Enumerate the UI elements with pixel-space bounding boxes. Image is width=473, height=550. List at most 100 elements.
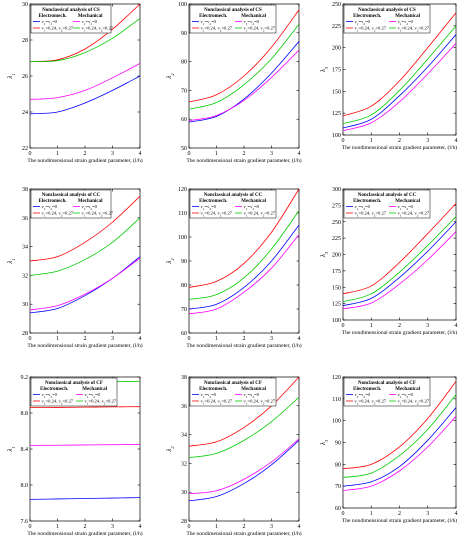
y-tick-label: 8.4 xyxy=(21,447,29,453)
legend-entry: v1=0.24, v2=0.27 xyxy=(42,399,74,406)
series-line-3 xyxy=(342,381,457,470)
legend-entry: v1=0.24, v2=0.27 xyxy=(42,211,74,218)
y-tick-label: 175 xyxy=(332,68,341,74)
legend-box xyxy=(30,4,112,34)
legend-col-mechanical: Mechanical xyxy=(395,199,420,204)
legend-entry: v1=0.24, v2=0.27 xyxy=(42,26,74,33)
x-tick-label: 4 xyxy=(298,151,301,157)
x-tick-label: 2 xyxy=(243,151,246,157)
legend-title: Nonclassical analysis of CF xyxy=(45,381,103,386)
x-axis-label: The nondimensional strain gradient param… xyxy=(186,342,301,349)
y-axis-label: λ2 xyxy=(165,258,175,265)
x-tick-label: 0 xyxy=(29,336,32,342)
x-tick-label: 2 xyxy=(84,151,87,157)
series-line-2 xyxy=(342,231,457,310)
x-tick-label: 3 xyxy=(270,524,273,530)
y-tick-label: 125 xyxy=(332,111,341,117)
legend-entry: v1=v2=0 xyxy=(244,392,260,399)
chart-panel-2: 0 1 2 3 4 50 60 70 80 90 100 The nondimensional str… xyxy=(165,2,302,164)
legend-box xyxy=(343,189,431,219)
series-line-2 xyxy=(188,49,300,122)
y-tick-label: 30 xyxy=(22,302,28,308)
y-axis-label: λ3 xyxy=(319,66,329,73)
legend-entry: v1=v2=0 xyxy=(398,392,414,399)
legend-entry: v1=v2=0 xyxy=(244,204,260,211)
x-axis-label: The nondimensional strain gradient param… xyxy=(27,342,142,349)
y-tick-label: 200 xyxy=(332,46,341,52)
y-tick-label: 70 xyxy=(181,88,187,94)
legend-col-electromech: Electromech. xyxy=(199,14,228,19)
y-tick-label: 110 xyxy=(332,397,341,403)
x-tick-label: 4 xyxy=(455,323,458,329)
y-tick-label: 100 xyxy=(332,318,341,324)
x-axis-label: The nondimensional strain gradient param… xyxy=(342,517,457,524)
y-tick-label: 100 xyxy=(178,2,187,8)
x-tick-label: 3 xyxy=(111,336,114,342)
x-tick-label: 2 xyxy=(398,138,401,144)
x-axis-label: The nondimensional strain gradient param… xyxy=(342,329,457,336)
y-tick-label: 36 xyxy=(22,216,28,222)
x-axis-label: The nondimensional strain gradient param… xyxy=(27,530,142,537)
legend-title: Nonclassical analysis of CF xyxy=(204,381,262,386)
series-line-3 xyxy=(29,406,141,408)
x-tick-label: 4 xyxy=(455,138,458,144)
y-tick-label: 38 xyxy=(22,187,28,193)
series-line-4 xyxy=(342,394,457,478)
x-tick-label: 3 xyxy=(111,151,114,157)
y-tick-label: 120 xyxy=(178,187,187,193)
y-tick-label: 60 xyxy=(181,331,187,337)
x-tick-label: 0 xyxy=(29,151,32,157)
y-tick-label: 22 xyxy=(22,146,28,152)
series-line-1 xyxy=(188,224,300,310)
x-tick-label: 3 xyxy=(270,336,273,342)
y-axis-label: λ1 xyxy=(6,73,16,79)
legend-box xyxy=(189,189,277,219)
y-tick-label: 30 xyxy=(22,2,28,8)
legend-title: Nonclassical analysis of CF xyxy=(358,381,416,386)
series-line-4 xyxy=(29,18,141,63)
x-tick-label: 0 xyxy=(342,511,345,517)
y-axis-label: λ1 xyxy=(6,258,16,264)
chart-panel-5: 0 1 2 3 4 60 70 80 90 100 110 120 The nondimensional… xyxy=(165,187,302,349)
chart-panel-1: 0 1 2 3 4 22 24 26 28 30 The nondimensional strain… xyxy=(6,2,143,164)
x-tick-label: 4 xyxy=(455,511,458,517)
x-tick-label: 3 xyxy=(111,524,114,530)
y-tick-label: 250 xyxy=(332,220,341,226)
y-axis-label: λ2 xyxy=(165,446,175,453)
legend-col-mechanical: Mechanical xyxy=(241,199,266,204)
series-line-3 xyxy=(342,203,457,295)
y-tick-label: 36 xyxy=(181,404,187,410)
x-tick-label: 3 xyxy=(426,138,429,144)
legend-title: Nonclassical analysis of CC xyxy=(358,193,417,198)
legend-entry: v1=0.24, v2=0.27 xyxy=(398,211,430,218)
series-line-3 xyxy=(342,12,457,117)
legend-col-mechanical: Mechanical xyxy=(78,199,103,204)
y-tick-label: 300 xyxy=(332,187,341,193)
y-tick-label: 28 xyxy=(22,38,28,44)
x-tick-label: 2 xyxy=(398,511,401,517)
legend-entry: v1=0.24, v2=0.27 xyxy=(244,26,276,33)
legend-entry: v1=0.24, v2=0.27 xyxy=(82,26,114,33)
series-line-1 xyxy=(188,440,300,502)
legend-col-electromech: Electromech. xyxy=(40,387,69,392)
y-tick-label: 24 xyxy=(22,110,28,116)
y-tick-label: 110 xyxy=(178,211,187,217)
x-tick-label: 4 xyxy=(139,336,142,342)
legend-entry: v1=0.24, v2=0.27 xyxy=(82,211,114,218)
chart-panel-3: 0 1 2 3 4 100 125 150 175 200 225 250 The nondimensi… xyxy=(319,2,458,151)
series-line-1 xyxy=(342,407,457,487)
legend-col-electromech: Electromech. xyxy=(39,199,68,204)
x-tick-label: 4 xyxy=(298,336,301,342)
x-tick-label: 2 xyxy=(243,524,246,530)
x-tick-label: 4 xyxy=(298,524,301,530)
legend-entry: v1=0.24, v2=0.27 xyxy=(201,399,233,406)
legend-box xyxy=(189,4,277,34)
legend-entry: v1=0.24, v2=0.27 xyxy=(355,399,387,406)
legend-entry: v1=v2=0 xyxy=(201,19,217,26)
legend-entry: v1=v2=0 xyxy=(201,392,217,399)
y-tick-label: 275 xyxy=(332,203,341,209)
legend-entry: v1=v2=0 xyxy=(201,204,217,211)
series-line-1 xyxy=(29,497,141,500)
legend-entry: v1=v2=0 xyxy=(42,19,58,26)
